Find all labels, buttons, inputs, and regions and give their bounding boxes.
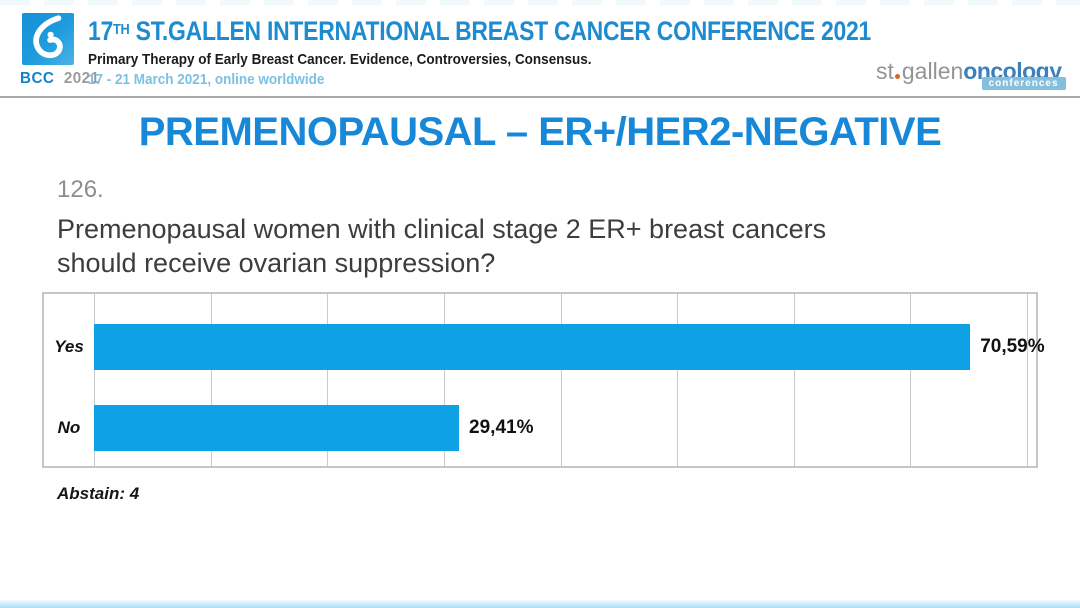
poll-results-chart: 70,59% 29,41% Yes No: [42, 292, 1045, 468]
category-label-no: No: [57, 418, 81, 437]
bcc-text: BCC: [20, 70, 55, 87]
gridline: [793, 294, 795, 466]
conference-title: 17TH ST.GALLEN INTERNATIONAL BREAST CANC…: [88, 16, 871, 47]
conference-header: 17TH ST.GALLEN INTERNATIONAL BREAST CANC…: [88, 16, 1009, 88]
swan-drop-icon: [33, 15, 63, 59]
gridline: [910, 294, 912, 466]
chart-plot-area: 70,59% 29,41%: [94, 294, 1045, 466]
category-label-yes: Yes: [54, 337, 84, 356]
question-block: 126. Premenopausal women with clinical s…: [57, 176, 917, 280]
bcc-year-text: 2021: [63, 70, 100, 87]
conference-title-number: 17: [88, 16, 114, 46]
header-divider: [0, 96, 1080, 98]
org-logo-gallen: gallen: [901, 58, 964, 84]
top-artifact-strip: [0, 0, 1080, 5]
bar-value-label-yes: 70,59%: [980, 336, 1045, 357]
bar-yes: [94, 324, 971, 370]
org-logo-conferences-badge: conferences: [981, 77, 1066, 90]
gridline: [94, 294, 95, 466]
conference-title-rest: ST.GALLEN INTERNATIONAL BREAST CANCER CO…: [129, 16, 872, 46]
question-number: 126.: [57, 176, 104, 203]
bar-value-label-no: 29,41%: [469, 417, 534, 438]
gridline: [560, 294, 562, 466]
org-logo-st: st: [876, 58, 894, 84]
gridline: [1027, 294, 1028, 466]
gridline: [443, 294, 445, 466]
bcc-conference-logo: [22, 13, 74, 65]
question-text: Premenopausal women with clinical stage …: [57, 214, 827, 278]
bar-row-yes: 70,59%: [94, 324, 1080, 370]
abstain-note: Abstain: 4: [57, 484, 140, 503]
slide-title: PREMENOPAUSAL – ER+/HER2-NEGATIVE: [138, 110, 942, 154]
bar-row-no: 29,41%: [94, 405, 1080, 451]
gridline: [210, 294, 212, 466]
gridline: [677, 294, 679, 466]
gridline: [327, 294, 329, 466]
bottom-accent-bar: [0, 600, 1080, 608]
bcc-year-label: BCC 2021: [20, 70, 100, 88]
stgallen-oncology-logo: st gallenoncology conferences: [876, 58, 1066, 90]
conference-title-ordinal: TH: [113, 21, 130, 38]
bar-no: [94, 405, 460, 451]
conference-dates: 17 - 21 March 2021, online worldwide: [88, 71, 325, 88]
org-logo-dot-icon: [894, 74, 900, 79]
conference-subtitle: Primary Therapy of Early Breast Cancer. …: [88, 51, 592, 68]
